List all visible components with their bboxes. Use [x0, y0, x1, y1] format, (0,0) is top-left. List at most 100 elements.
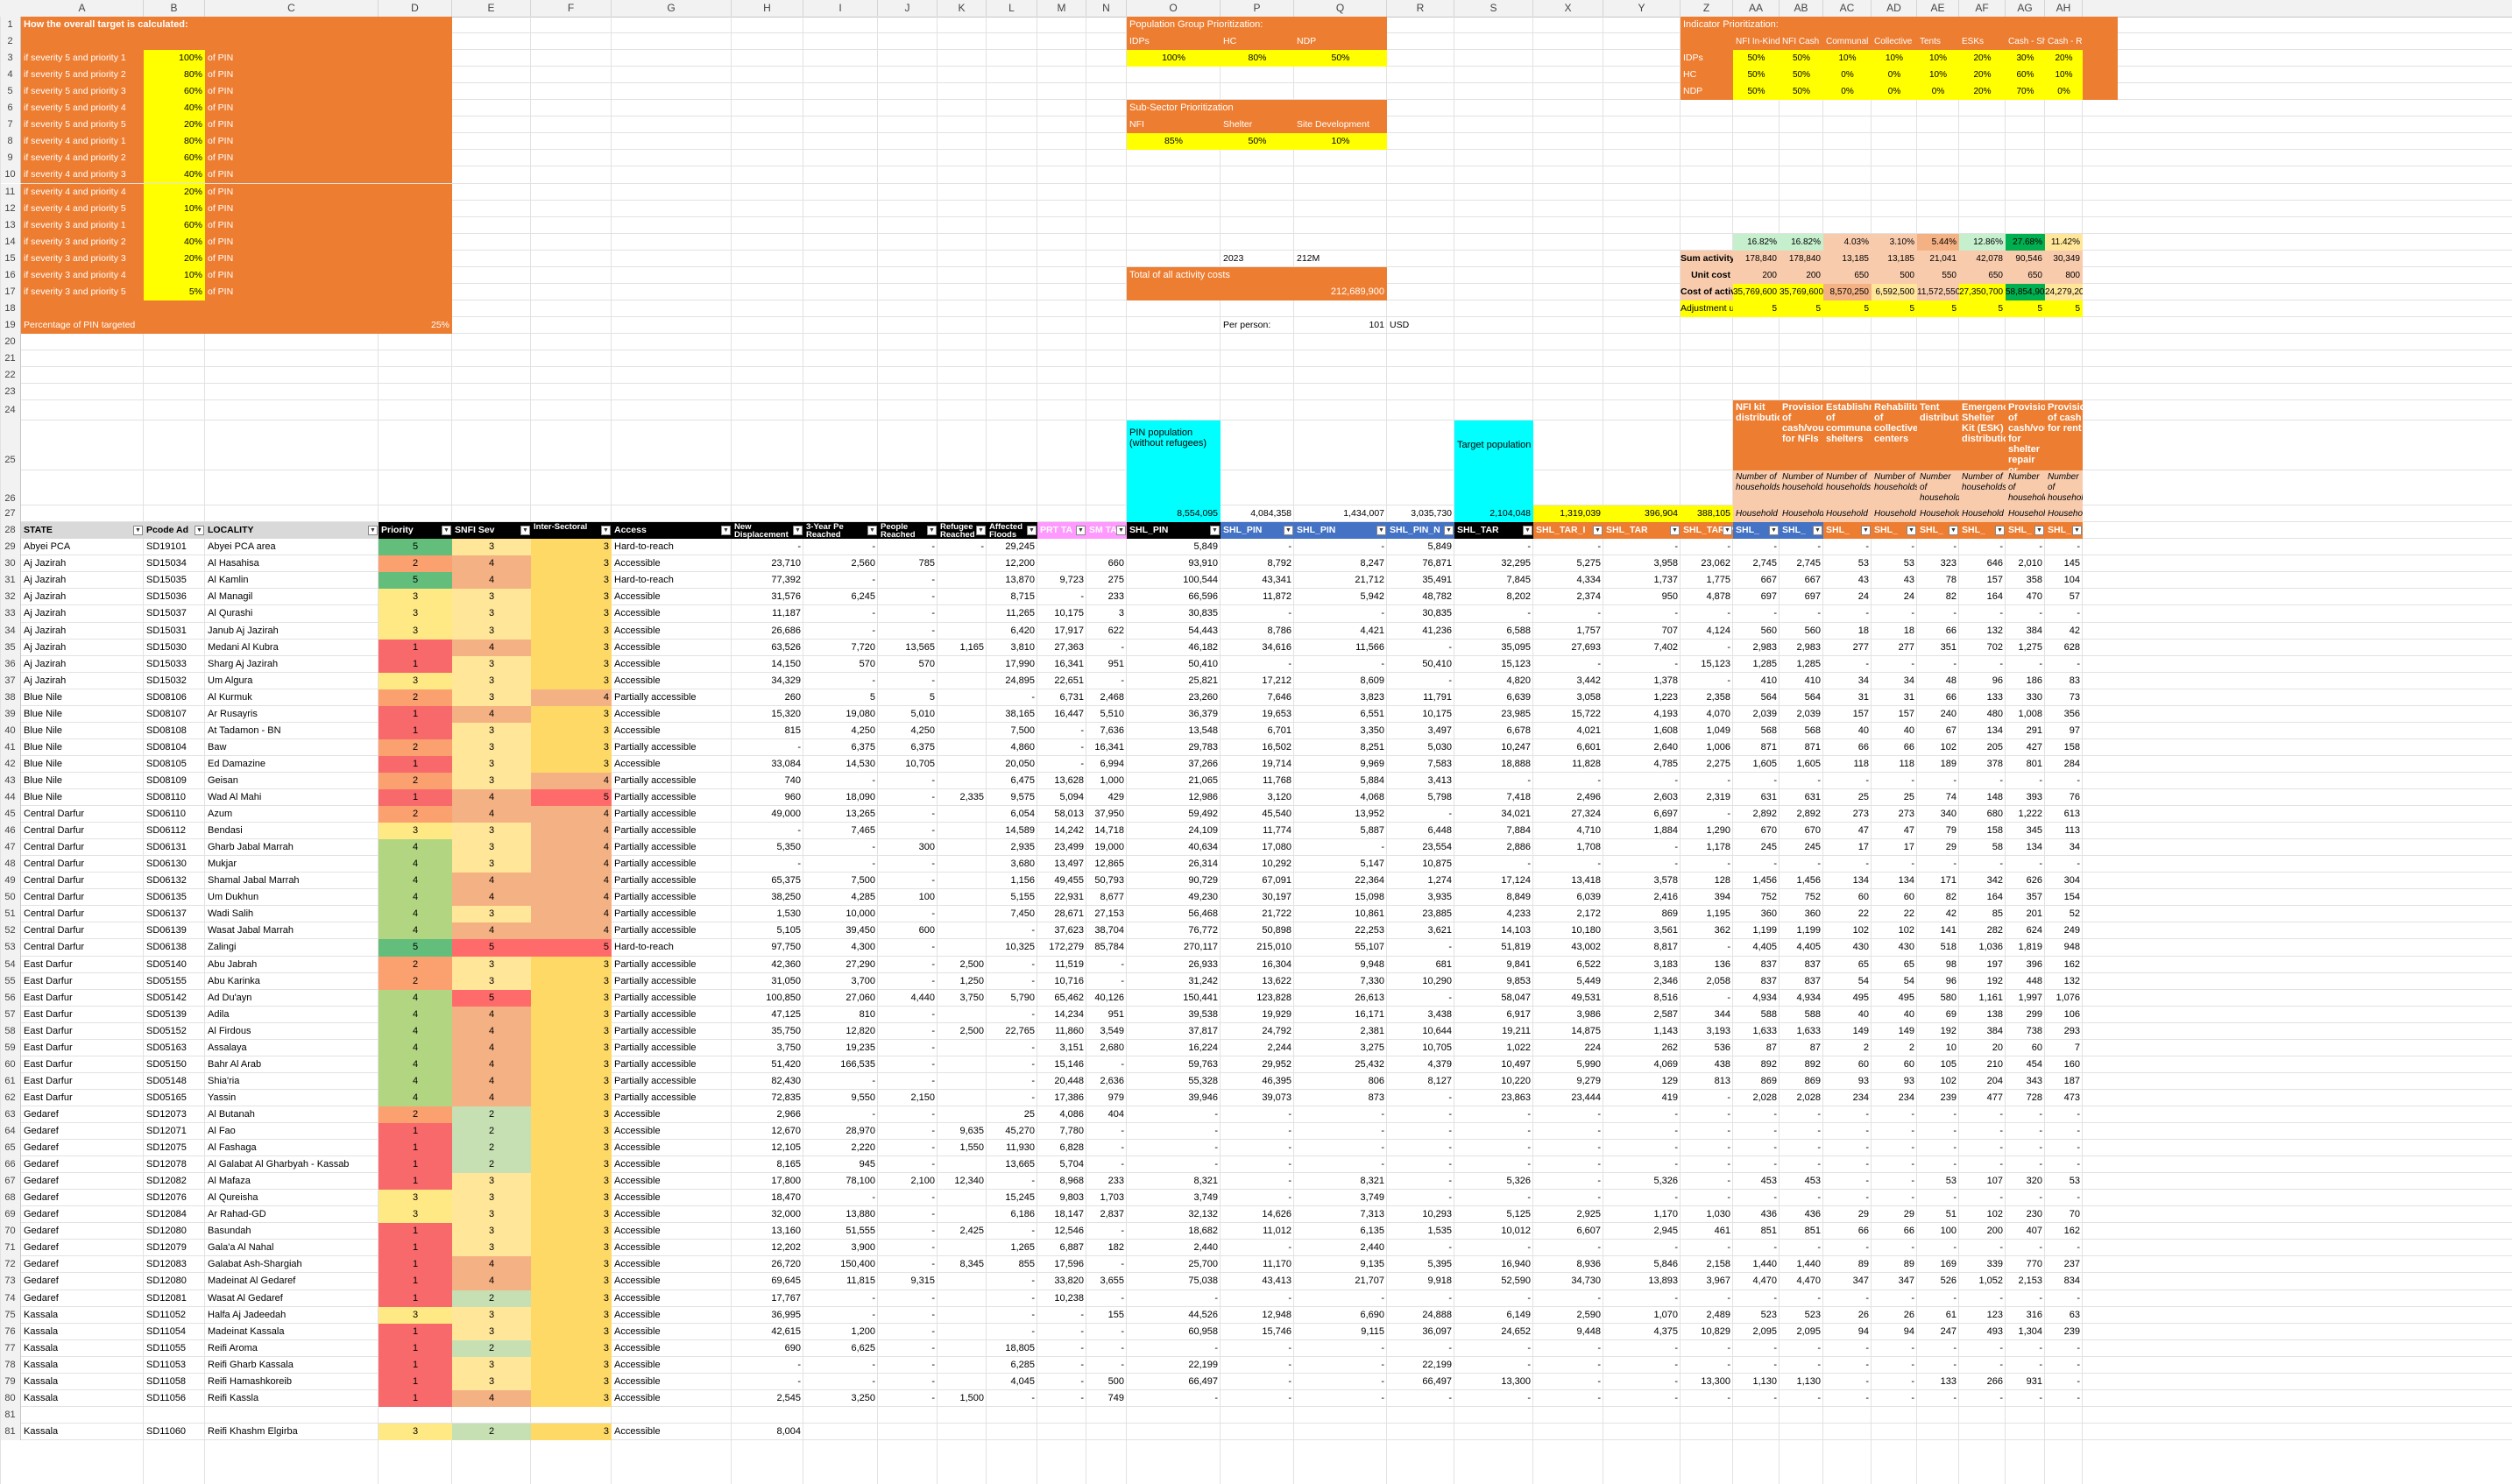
- row-header[interactable]: 23: [0, 384, 21, 401]
- row-header[interactable]: 64: [0, 1123, 21, 1141]
- filter-dropdown-icon[interactable]: ▼: [1116, 526, 1126, 536]
- table-header[interactable]: SHL_PIN ▼: [1294, 522, 1387, 540]
- row-header[interactable]: 26: [0, 470, 21, 506]
- row-header[interactable]: 41: [0, 738, 21, 756]
- table-header[interactable]: SHL_TAR_N ▼: [1681, 522, 1733, 540]
- row-header[interactable]: 19: [0, 316, 21, 334]
- column-header-I[interactable]: I: [803, 0, 878, 17]
- filter-dropdown-icon[interactable]: ▼: [1813, 526, 1822, 536]
- filter-dropdown-icon[interactable]: ▼: [442, 526, 451, 536]
- filter-dropdown-icon[interactable]: ▼: [1376, 526, 1386, 536]
- row-header[interactable]: 40: [0, 722, 21, 739]
- table-header[interactable]: PRT TA ▼: [1037, 522, 1086, 540]
- column-header-M[interactable]: M: [1037, 0, 1086, 17]
- filter-dropdown-icon[interactable]: ▼: [1027, 526, 1037, 536]
- row-header[interactable]: 43: [0, 772, 21, 789]
- table-header[interactable]: SHL_TAR ▼: [1454, 522, 1533, 540]
- row-header[interactable]: 22: [0, 367, 21, 385]
- row-header[interactable]: 39: [0, 705, 21, 723]
- row-header[interactable]: 79: [0, 1373, 21, 1390]
- column-header-R[interactable]: R: [1387, 0, 1454, 17]
- row-header[interactable]: 73: [0, 1273, 21, 1290]
- table-header[interactable]: SHL_ ▼: [2045, 522, 2083, 540]
- column-header-Y[interactable]: Y: [1603, 0, 1681, 17]
- row-header[interactable]: 31: [0, 572, 21, 590]
- row-header[interactable]: 20: [0, 333, 21, 350]
- row-header[interactable]: 81: [0, 1423, 21, 1440]
- row-header[interactable]: 56: [0, 989, 21, 1007]
- row-header[interactable]: 16: [0, 266, 21, 284]
- row-header[interactable]: 46: [0, 823, 21, 840]
- column-header-Q[interactable]: Q: [1294, 0, 1387, 17]
- row-header[interactable]: 4: [0, 67, 21, 84]
- column-header-P[interactable]: P: [1221, 0, 1294, 17]
- row-header[interactable]: 29: [0, 539, 21, 556]
- row-header[interactable]: 38: [0, 689, 21, 706]
- column-header-O[interactable]: O: [1127, 0, 1221, 17]
- row-header[interactable]: 52: [0, 922, 21, 940]
- column-header-AG[interactable]: AG: [2006, 0, 2045, 17]
- column-header-C[interactable]: C: [205, 0, 379, 17]
- filter-dropdown-icon[interactable]: ▼: [1523, 526, 1532, 536]
- row-header[interactable]: 37: [0, 672, 21, 689]
- row-header[interactable]: 33: [0, 605, 21, 623]
- row-header[interactable]: 60: [0, 1056, 21, 1073]
- row-header[interactable]: 3: [0, 50, 21, 67]
- table-header[interactable]: STATE ▼: [21, 522, 144, 540]
- table-header[interactable]: SHL_TAR ▼: [1603, 522, 1681, 540]
- row-header[interactable]: 55: [0, 972, 21, 990]
- row-header[interactable]: 77: [0, 1339, 21, 1357]
- table-header[interactable]: SHL_PIN ▼: [1127, 522, 1221, 540]
- column-header-L[interactable]: L: [987, 0, 1037, 17]
- row-header[interactable]: 36: [0, 655, 21, 673]
- row-header[interactable]: 27: [0, 505, 21, 523]
- filter-dropdown-icon[interactable]: ▼: [1670, 526, 1680, 536]
- column-header-A[interactable]: A: [21, 0, 144, 17]
- column-header-E[interactable]: E: [452, 0, 531, 17]
- filter-dropdown-icon[interactable]: ▼: [2072, 526, 2082, 536]
- filter-dropdown-icon[interactable]: ▼: [1949, 526, 1958, 536]
- row-header[interactable]: 54: [0, 956, 21, 973]
- filter-dropdown-icon[interactable]: ▼: [976, 526, 986, 536]
- filter-dropdown-icon[interactable]: ▼: [1907, 526, 1916, 536]
- row-header[interactable]: 42: [0, 755, 21, 773]
- row-header[interactable]: 72: [0, 1256, 21, 1274]
- row-header[interactable]: 28: [0, 522, 21, 540]
- row-header[interactable]: 15: [0, 250, 21, 267]
- filter-dropdown-icon[interactable]: ▼: [927, 526, 937, 536]
- filter-dropdown-icon[interactable]: ▼: [1769, 526, 1779, 536]
- table-header[interactable]: Refugee Reached ▼: [938, 522, 987, 540]
- row-header[interactable]: 65: [0, 1140, 21, 1157]
- table-header[interactable]: Access ▼: [612, 522, 732, 540]
- filter-dropdown-icon[interactable]: ▼: [1284, 526, 1293, 536]
- column-header-AF[interactable]: AF: [1959, 0, 2006, 17]
- table-header[interactable]: SHL_ ▼: [2006, 522, 2045, 540]
- row-header[interactable]: 13: [0, 216, 21, 234]
- row-header[interactable]: 7: [0, 117, 21, 134]
- column-headers[interactable]: ABCDEFGHIJKLMNOPQRSXYZAAABACADAEAFAGAHAI: [0, 0, 2512, 18]
- row-header[interactable]: 66: [0, 1156, 21, 1174]
- row-header[interactable]: 53: [0, 939, 21, 957]
- table-header[interactable]: LOCALITY ▼: [205, 522, 379, 540]
- table-header[interactable]: SHL_PIN_N ▼: [1387, 522, 1454, 540]
- row-header[interactable]: 6: [0, 100, 21, 117]
- row-header[interactable]: 25: [0, 420, 21, 471]
- column-header-H[interactable]: H: [732, 0, 803, 17]
- filter-dropdown-icon[interactable]: ▼: [2034, 526, 2044, 536]
- table-header[interactable]: Inter-Sectoral ▼: [531, 522, 612, 540]
- filter-dropdown-icon[interactable]: ▼: [1995, 526, 2005, 536]
- row-header[interactable]: 48: [0, 856, 21, 873]
- filter-dropdown-icon[interactable]: ▼: [520, 526, 530, 536]
- row-header[interactable]: 8: [0, 133, 21, 151]
- column-header-AB[interactable]: AB: [1780, 0, 1823, 17]
- row-header[interactable]: 45: [0, 806, 21, 823]
- table-header[interactable]: SHL_ ▼: [1959, 522, 2006, 540]
- row-header[interactable]: 50: [0, 889, 21, 907]
- row-header[interactable]: 58: [0, 1022, 21, 1040]
- column-header-Z[interactable]: Z: [1681, 0, 1733, 17]
- table-header[interactable]: SNFI Sev ▼: [452, 522, 531, 540]
- filter-dropdown-icon[interactable]: ▼: [1861, 526, 1871, 536]
- table-header[interactable]: Affected Floods ▼: [987, 522, 1037, 540]
- row-header[interactable]: 11: [0, 183, 21, 201]
